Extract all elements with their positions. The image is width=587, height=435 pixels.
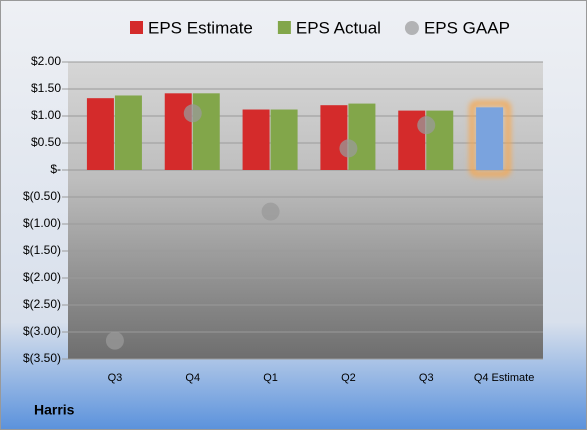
x-tick-label: Q1	[263, 372, 278, 384]
y-tick-label: $(2.00)	[23, 270, 61, 284]
legend-label: EPS GAAP	[424, 18, 510, 37]
gaap-point	[261, 202, 280, 221]
bar	[164, 93, 192, 170]
y-tick-label: $0.50	[31, 135, 61, 149]
legend-marker	[404, 21, 419, 35]
y-tick-label: $2.00	[31, 54, 61, 68]
gaap-point	[339, 139, 358, 158]
gaap-point	[183, 104, 202, 123]
plot-area	[68, 62, 543, 359]
y-tick-label: $(3.00)	[23, 324, 61, 338]
x-tick-label: Q3	[108, 372, 123, 384]
bar	[192, 93, 220, 170]
bar	[270, 109, 298, 170]
legend-marker	[130, 21, 143, 34]
legend-label: EPS Actual	[296, 18, 381, 37]
y-tick-label: $(3.50)	[23, 351, 61, 365]
x-tick-label: Q4 Estimate	[474, 372, 535, 384]
y-tick-label: $(1.00)	[23, 216, 61, 230]
bar	[320, 105, 348, 170]
bar	[86, 98, 114, 170]
footer: Harris	[34, 402, 75, 418]
y-tick-label: $(0.50)	[23, 189, 61, 203]
gaap-point	[105, 331, 124, 350]
bar	[242, 109, 270, 170]
bar	[114, 95, 142, 170]
y-tick-label: $1.50	[31, 81, 61, 95]
x-tick-label: Q4	[185, 372, 200, 384]
legend-label: EPS Estimate	[148, 18, 253, 37]
y-tick-label: $-	[50, 162, 61, 176]
gaap-point	[417, 116, 436, 135]
legend-marker	[277, 21, 291, 34]
x-tick-label: Q3	[419, 372, 434, 384]
y-tick-label: $1.00	[31, 108, 61, 122]
highlight-glow	[469, 100, 511, 177]
y-tick-label: $(1.50)	[23, 243, 61, 257]
bar	[476, 107, 504, 170]
y-tick-label: $(2.50)	[23, 297, 61, 311]
bar	[348, 103, 376, 170]
x-tick-label: Q2	[341, 372, 356, 384]
